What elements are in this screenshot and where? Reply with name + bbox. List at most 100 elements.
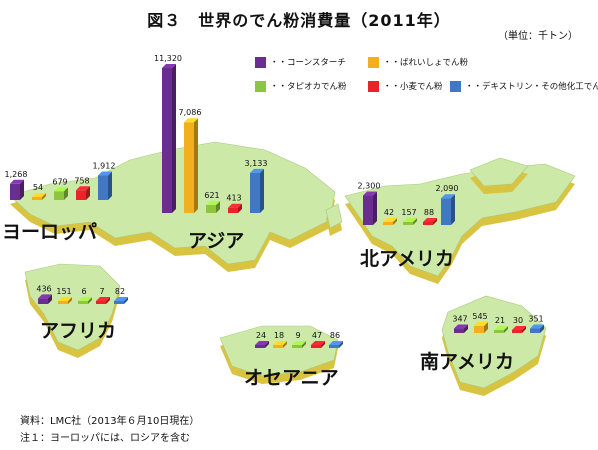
data-label: 157 xyxy=(401,208,416,217)
legend-swatch-dextrin-other xyxy=(450,80,461,92)
data-label: 82 xyxy=(115,287,125,296)
bar-side xyxy=(238,203,242,213)
bar-africa-s3: 7 xyxy=(96,287,110,304)
continent-southamerica xyxy=(441,295,547,396)
data-label: 86 xyxy=(330,331,340,340)
region-label-north-america: 北アメリカ xyxy=(360,248,454,270)
bar-top xyxy=(184,118,198,123)
bar-front xyxy=(292,345,302,348)
bar-side xyxy=(260,168,264,213)
data-label: 24 xyxy=(256,331,266,340)
bar-europe-s0: 1,268 xyxy=(5,170,28,200)
data-label: 88 xyxy=(424,208,434,217)
data-label: 413 xyxy=(226,194,241,203)
bar-side xyxy=(393,218,397,225)
data-label: 351 xyxy=(528,315,543,324)
bar-oceania-s1: 18 xyxy=(273,331,287,348)
bar-south-america-s4: 351 xyxy=(528,315,544,333)
continent-top-japan xyxy=(325,203,343,229)
data-label: 47 xyxy=(312,331,322,340)
data-label: 9 xyxy=(295,331,300,340)
bar-front xyxy=(273,345,283,348)
data-label: 18 xyxy=(274,331,284,340)
bar-front xyxy=(114,301,124,304)
bar-top xyxy=(10,179,24,184)
bar-side xyxy=(413,218,417,225)
bar-side xyxy=(48,294,52,304)
bar-front xyxy=(423,222,433,225)
bar-front xyxy=(228,207,238,213)
bar-front xyxy=(311,345,321,348)
bar-top xyxy=(454,324,468,329)
data-label: 7,086 xyxy=(179,108,202,117)
data-label: 42 xyxy=(384,208,394,217)
bar-side xyxy=(484,322,488,333)
bar-top xyxy=(38,294,52,299)
bar-side xyxy=(504,326,508,333)
bar-side xyxy=(321,341,325,348)
bar-side xyxy=(464,324,468,333)
data-label: 621 xyxy=(204,191,219,200)
bar-side xyxy=(216,201,220,213)
bar-top xyxy=(228,203,242,208)
chart-title: 図３ 世界のでん粉消費量（2011年） xyxy=(147,11,451,30)
bar-europe-s2: 679 xyxy=(52,177,68,200)
legend-swatch-wheat-starch xyxy=(368,80,379,92)
bar-front xyxy=(494,330,504,333)
bar-side xyxy=(42,193,46,200)
bar-top xyxy=(54,187,68,192)
data-label: 1,912 xyxy=(93,162,116,171)
bar-front xyxy=(58,301,68,304)
continent-japan xyxy=(325,203,343,236)
continent-top-australia xyxy=(219,325,339,377)
unit-label: （単位：千トン） xyxy=(498,31,578,42)
source-note: 資料：LMC社（2013年６月10日現在） xyxy=(20,416,200,427)
data-label: 21 xyxy=(495,316,505,325)
data-label: 1,268 xyxy=(5,170,28,179)
footnote: 注１：ヨーロッパには、ロシアを含む xyxy=(20,433,190,444)
bar-front xyxy=(98,175,108,200)
data-label: 2,090 xyxy=(436,184,459,193)
bar-top xyxy=(441,194,455,199)
legend-item-corn-starch: ・・コーンスターチ xyxy=(255,56,346,68)
bar-top xyxy=(114,297,128,301)
bar-front xyxy=(474,326,484,333)
legend-label-dextrin-other: ・・デキストリン・その他化工でん粉 xyxy=(465,82,598,92)
bar-top xyxy=(96,297,110,301)
legend-label-corn-starch: ・・コーンスターチ xyxy=(270,58,346,68)
bar-side xyxy=(339,341,343,348)
bar-europe-s4: 1,912 xyxy=(93,162,116,200)
bar-front xyxy=(54,191,64,200)
legend-label-tapioca-starch: ・・タピオカでん粉 xyxy=(270,82,347,92)
bar-top xyxy=(403,218,417,222)
bar-north-america-s4: 2,090 xyxy=(436,184,459,225)
data-label: 3,133 xyxy=(245,159,268,168)
bar-side xyxy=(64,187,68,200)
region-label-africa: アフリカ xyxy=(40,320,116,342)
bar-side xyxy=(20,179,24,200)
bar-front xyxy=(250,172,260,213)
bar-south-america-s1: 545 xyxy=(472,312,488,333)
legend-item-dextrin-other: ・・デキストリン・その他化工でん粉 xyxy=(450,80,598,92)
bar-side xyxy=(265,341,269,348)
bar-front xyxy=(383,222,393,225)
bar-top xyxy=(32,193,46,197)
data-label: 679 xyxy=(52,177,67,186)
data-label: 436 xyxy=(36,284,51,293)
data-label: 11,320 xyxy=(154,54,182,63)
bar-side xyxy=(108,171,112,200)
bar-top xyxy=(329,341,343,345)
bar-top xyxy=(292,341,306,345)
region-label-europe: ヨーロッパ xyxy=(2,221,97,243)
legend-item-tapioca-starch: ・・タピオカでん粉 xyxy=(255,80,347,92)
bar-south-america-s0: 347 xyxy=(452,315,468,333)
bar-front xyxy=(32,197,42,200)
bar-side xyxy=(433,218,437,225)
bar-front xyxy=(441,198,451,225)
bar-top xyxy=(474,322,488,327)
region-bars-north-america: 2,300 42 157 88 2,090 xyxy=(358,182,459,225)
region-bars-africa: 436 151 6 7 82 xyxy=(36,284,128,304)
bar-top xyxy=(363,191,377,196)
